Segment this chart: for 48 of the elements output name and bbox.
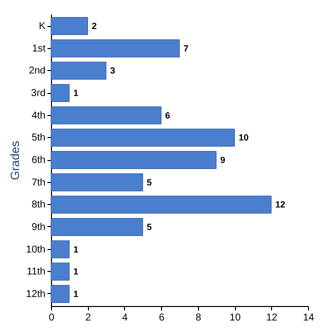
y-tick-label: K [38,21,46,32]
x-tick-label: 6 [158,312,165,324]
y-tick-label: 2nd [28,66,46,77]
data-label: 3 [110,66,116,76]
y-tick-label: 5th [32,132,46,144]
data-label: 5 [146,222,152,232]
bar [50,39,180,58]
data-label: 1 [73,288,78,299]
data-label: 1 [73,88,78,98]
x-tick-label: 8 [196,312,202,324]
bar [50,106,162,124]
data-label: 2 [92,21,97,32]
y-axis-title: Grades [8,140,22,180]
data-label: 9 [220,155,226,165]
x-tick-label: 4 [122,312,128,324]
data-label: 6 [165,110,170,120]
bar [50,151,216,169]
bar [50,128,235,147]
bar [50,62,106,80]
data-label: 1 [73,266,78,277]
data-label: 5 [146,177,152,188]
x-tick-label: 0 [48,312,55,324]
bar [50,284,70,303]
bar [50,17,88,36]
bar [50,196,272,214]
x-tick-label: 2 [85,312,92,324]
bar [50,84,70,102]
y-tick-label: 4th [32,110,46,122]
data-label: 1 [73,244,78,254]
x-tick-label: 12 [266,312,278,324]
y-tick-label: 7th [32,177,46,188]
y-tick-label: 1st [32,43,46,54]
y-tick-label: 12th [26,288,46,300]
y-tick-label: 9th [32,222,46,233]
y-tick-label: 8th [32,200,46,211]
x-tick-label: 10 [230,312,242,324]
data-label: 7 [184,43,189,54]
y-tick-label: 3rd [31,88,46,100]
bar [50,173,144,192]
data-label: 10 [238,132,249,143]
y-tick-label: 11th [26,266,46,278]
x-tick-label: 14 [302,312,314,324]
y-tick-label: 6th [32,155,46,166]
bar [50,240,70,258]
data-label: 12 [275,200,286,210]
bar [50,262,70,281]
bar [50,218,144,236]
y-tick-label: 10th [26,244,46,256]
